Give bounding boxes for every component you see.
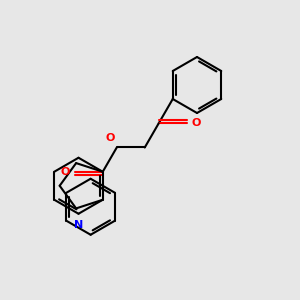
Text: O: O bbox=[192, 118, 201, 128]
Text: O: O bbox=[60, 167, 70, 177]
Text: N: N bbox=[74, 220, 83, 230]
Text: O: O bbox=[105, 134, 115, 143]
